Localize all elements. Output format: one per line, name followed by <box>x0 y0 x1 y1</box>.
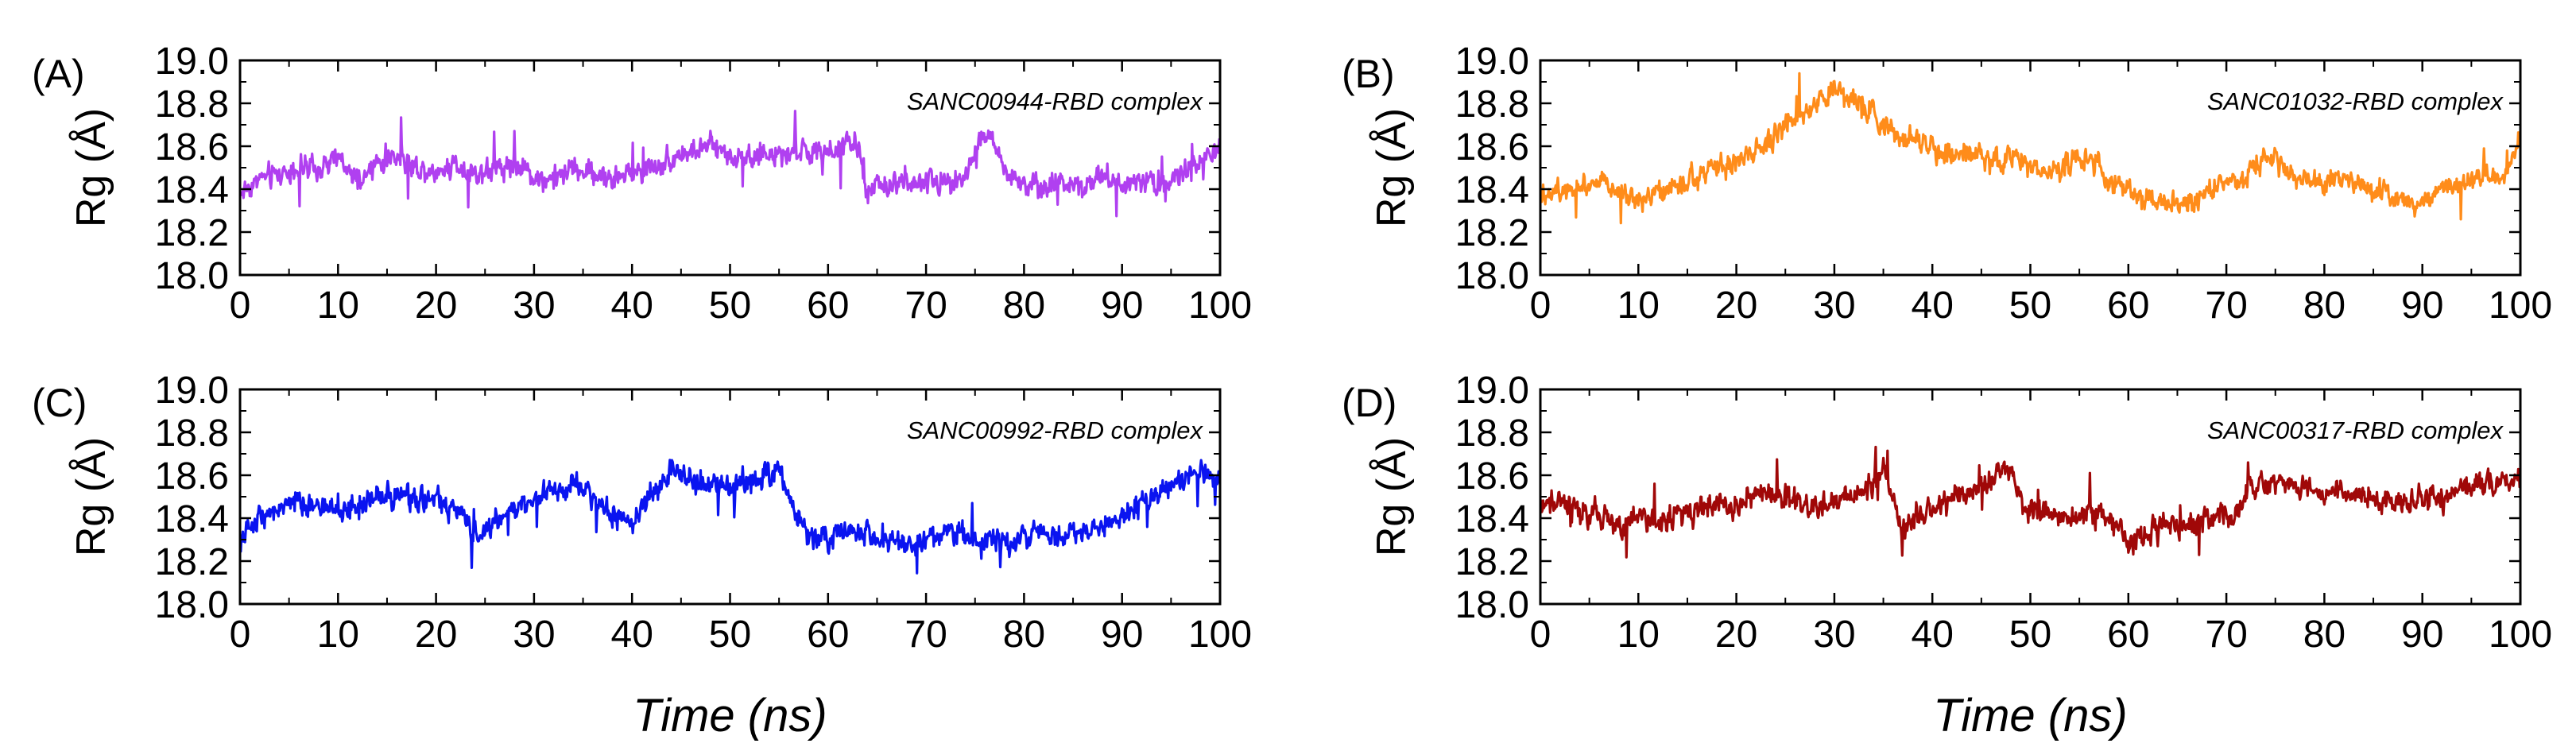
y-tick-label: 18.6 <box>155 126 229 168</box>
x-tick-label: 10 <box>317 285 359 327</box>
x-tick-label: 100 <box>1188 614 1252 656</box>
x-tick-label: 80 <box>1003 614 1045 656</box>
x-tick-label: 30 <box>513 285 555 327</box>
x-tick-label: 30 <box>513 614 555 656</box>
x-tick-label: 50 <box>2009 614 2051 656</box>
x-tick-label: 90 <box>1101 614 1143 656</box>
x-tick-label: 20 <box>415 614 457 656</box>
y-tick-label: 18.2 <box>155 212 229 254</box>
x-tick-label: 100 <box>2489 614 2552 656</box>
x-tick-label: 10 <box>1617 285 1660 327</box>
y-tick-label: 18.0 <box>1455 255 1529 297</box>
y-axis-label: Rg (Å) <box>68 437 114 556</box>
panel-label: (D) <box>1342 381 1396 425</box>
x-tick-label: 50 <box>709 614 751 656</box>
x-tick-label: 80 <box>2303 614 2346 656</box>
x-tick-label: 70 <box>2205 614 2247 656</box>
panel-c: 0 10 20 30 40 50 60 70 80 90 100 18.018.218.418.618… <box>32 370 1252 741</box>
x-tick-label: 90 <box>2401 614 2443 656</box>
x-tick-label: 10 <box>317 614 359 656</box>
panel-label: (A) <box>32 52 85 96</box>
y-axis-label: Rg (Å) <box>68 108 114 227</box>
x-tick-label: 90 <box>1101 285 1143 327</box>
y-tick-label: 19.0 <box>155 370 229 412</box>
x-tick-label: 40 <box>611 614 653 656</box>
x-axis-label: Time (ns) <box>633 690 827 741</box>
x-tick-label: 40 <box>1912 614 1954 656</box>
y-tick-label: 18.6 <box>1455 126 1529 168</box>
y-tick-label: 18.8 <box>1455 412 1529 455</box>
x-tick-label: 0 <box>1530 614 1551 656</box>
series-line <box>240 111 1220 216</box>
y-tick-label: 18.4 <box>1455 498 1529 540</box>
x-tick-label: 30 <box>1813 614 1855 656</box>
x-tick-label: 20 <box>415 285 457 327</box>
series-line <box>240 460 1220 573</box>
y-axis-label: Rg (Å) <box>1369 108 1415 227</box>
x-tick-label: 60 <box>807 285 849 327</box>
x-tick-label: 20 <box>1715 285 1757 327</box>
y-tick-label: 18.0 <box>155 584 229 626</box>
x-tick-label: 40 <box>1912 285 1954 327</box>
panel-b: 0 10 20 30 40 50 60 70 80 90 100 18.018.218.418.618… <box>1342 41 2552 327</box>
series-line <box>1540 447 2520 558</box>
y-tick-label: 18.8 <box>1455 83 1529 126</box>
x-tick-label: 50 <box>709 285 751 327</box>
panel-a: 0 10 20 30 40 50 60 70 80 90 100 18.018.218.418.618… <box>32 41 1252 327</box>
x-tick-label: 80 <box>1003 285 1045 327</box>
x-tick-label: 40 <box>611 285 653 327</box>
y-tick-label: 19.0 <box>1455 41 1529 83</box>
x-tick-label: 50 <box>2009 285 2051 327</box>
panel-annotation: SANC00317-RBD complex <box>2207 416 2504 444</box>
y-axis-label: Rg (Å) <box>1369 437 1415 556</box>
y-tick-label: 18.4 <box>155 498 229 540</box>
x-tick-label: 30 <box>1813 285 1855 327</box>
x-tick-label: 100 <box>2489 285 2552 327</box>
rg-figure: 0 10 20 30 40 50 60 70 80 90 10018.018.218.418.618… <box>0 0 2576 755</box>
y-tick-label: 18.0 <box>155 255 229 297</box>
x-tick-label: 0 <box>1530 285 1551 327</box>
x-tick-label: 60 <box>2107 285 2149 327</box>
panel-d: 0 10 20 30 40 50 60 70 80 90 100 18.018.218.418.618… <box>1342 370 2552 741</box>
x-tick-label: 10 <box>1617 614 1660 656</box>
panel-annotation: SANC00992-RBD complex <box>907 416 1204 444</box>
x-tick-label: 70 <box>905 285 947 327</box>
y-tick-label: 18.6 <box>1455 455 1529 498</box>
y-tick-label: 18.0 <box>1455 584 1529 626</box>
panel-label: (B) <box>1342 52 1395 96</box>
y-tick-label: 18.2 <box>1455 212 1529 254</box>
x-tick-label: 0 <box>230 285 251 327</box>
x-tick-label: 70 <box>905 614 947 656</box>
panel-annotation: SANC00944-RBD complex <box>907 87 1204 115</box>
y-tick-label: 18.6 <box>155 455 229 498</box>
y-tick-label: 18.2 <box>155 541 229 583</box>
y-tick-label: 18.4 <box>1455 169 1529 211</box>
x-tick-label: 90 <box>2401 285 2443 327</box>
x-tick-label: 80 <box>2303 285 2346 327</box>
x-axis-label: Time (ns) <box>1933 690 2127 741</box>
x-tick-label: 0 <box>230 614 251 656</box>
y-tick-label: 18.4 <box>155 169 229 211</box>
x-tick-label: 70 <box>2205 285 2247 327</box>
x-tick-label: 100 <box>1188 285 1252 327</box>
x-tick-label: 60 <box>807 614 849 656</box>
x-tick-label: 60 <box>2107 614 2149 656</box>
y-tick-label: 19.0 <box>155 41 229 83</box>
y-tick-label: 18.8 <box>155 83 229 126</box>
panel-label: (C) <box>32 381 87 425</box>
y-tick-label: 19.0 <box>1455 370 1529 412</box>
panel-annotation: SANC01032-RBD complex <box>2207 87 2504 115</box>
y-tick-label: 18.2 <box>1455 541 1529 583</box>
x-tick-label: 20 <box>1715 614 1757 656</box>
y-tick-label: 18.8 <box>155 412 229 455</box>
